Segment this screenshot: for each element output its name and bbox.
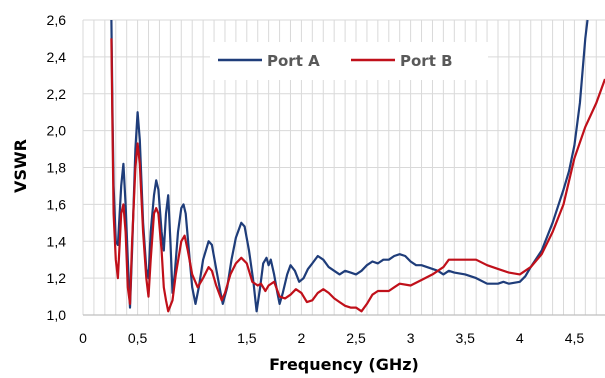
x-tick-labels: 0 0,5 1 1,5 2 2,5 3 3,5 4 4,5: [79, 330, 584, 346]
legend-label-port-a: Port A: [267, 52, 320, 70]
legend-label-port-b: Port B: [400, 52, 453, 70]
x-tick-label: 1: [188, 330, 196, 346]
y-tick-label: 1,8: [47, 160, 67, 176]
x-tick-label: 4,5: [565, 330, 585, 346]
y-tick-labels: 1,0 1,2 1,4 1,6 1,8 2,0 2,2 2,4 2,6: [47, 12, 67, 323]
series-line-port-b: [110, 38, 605, 313]
y-tick-label: 1,0: [47, 307, 67, 323]
legend: Port A Port B: [210, 42, 488, 80]
y-tick-label: 2,0: [47, 123, 67, 139]
x-tick-label: 3,5: [455, 330, 475, 346]
x-tick-label: 3: [407, 330, 415, 346]
series-line-port-a: [110, 19, 589, 313]
y-tick-label: 2,2: [47, 86, 67, 102]
x-tick-label: 0: [79, 330, 87, 346]
y-tick-label: 1,2: [47, 270, 67, 286]
x-tick-label: 0,5: [128, 330, 148, 346]
x-axis-title: Frequency (GHz): [269, 355, 419, 374]
x-tick-label: 1,5: [237, 330, 257, 346]
y-tick-label: 2,4: [47, 49, 67, 65]
y-tick-label: 1,4: [47, 233, 67, 249]
x-tick-label: 2: [298, 330, 306, 346]
y-axis-title: VSWR: [11, 139, 30, 193]
series-lines: [110, 19, 605, 313]
y-tick-label: 1,6: [47, 196, 67, 212]
x-tick-label: 4: [516, 330, 524, 346]
y-tick-label: 2,6: [47, 12, 67, 28]
x-tick-label: 2,5: [346, 330, 366, 346]
